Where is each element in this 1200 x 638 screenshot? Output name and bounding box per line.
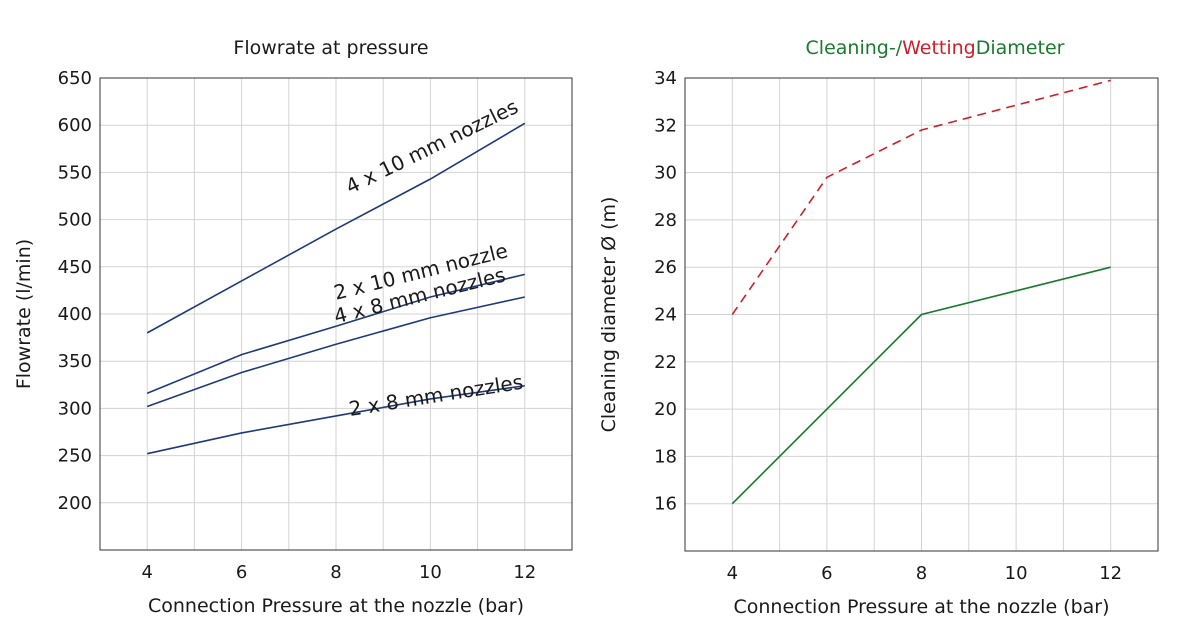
chart1-y-tick-label: 400 [58,304,92,325]
chart2-x-tick-label: 10 [1005,563,1028,584]
chart2-x-axis-label: Connection Pressure at the nozzle (bar) [733,596,1109,618]
chart2-y-tick-label: 30 [654,163,677,184]
chart1-x-axis-label: Connection Pressure at the nozzle (bar) [148,595,524,617]
chart1-y-tick-label: 600 [58,115,92,136]
chart2-title-part: Wetting [902,37,976,59]
chart2-series-line [731,266,1111,505]
chart2-plot-frame [684,77,1159,552]
chart2-y-tick-label: 32 [654,115,677,136]
chart1-y-tick-label: 500 [58,210,92,231]
chart1-x-tick-label: 10 [419,562,442,583]
chart2-x-tick-label: 4 [727,563,738,584]
chart2-y-tick-label: 22 [654,352,677,373]
chart1-x-tick-label: 6 [236,562,247,583]
chart1-plot-frame [99,77,573,551]
chart1-y-tick-label: 650 [58,68,92,89]
chart2-y-tick-label: 20 [654,399,677,420]
chart2-title: Cleaning-/WettingDiameter [806,37,1065,59]
chart1-y-tick-label: 350 [58,351,92,372]
chart1-series-line [146,122,526,334]
chart1-y-tick-label: 250 [58,446,92,467]
chart1-x-tick-label: 4 [141,562,152,583]
chart1-y-tick-label: 550 [58,162,92,183]
chart1-x-tick-label: 8 [330,562,341,583]
chart2-title-part: Cleaning-/ [806,37,903,59]
chart1-x-tick-label: 12 [513,562,536,583]
chart2-y-tick-label: 18 [654,446,677,467]
chart1-y-tick-label: 300 [58,398,92,419]
chart2-y-tick-label: 34 [654,68,677,89]
chart2-x-tick-label: 6 [821,563,832,584]
chart1-title: Flowrate at pressure [233,37,428,59]
chart1-series-line [146,296,525,408]
chart2-series-line [731,79,1111,315]
chart1-y-tick-label: 200 [58,493,92,514]
chart2-x-tick-label: 12 [1099,563,1122,584]
chart1-y-axis-label: Flowrate (l/min) [13,239,35,389]
chart1-series-line [146,273,525,395]
chart2-y-tick-label: 28 [654,210,677,231]
chart1-series-line [147,384,525,455]
chart2-y-axis-label: Cleaning diameter Ø (m) [598,197,620,433]
chart2-y-tick-label: 26 [654,257,677,278]
chart2-y-tick-label: 24 [654,305,677,326]
chart2-title-part: Diameter [976,37,1065,59]
chart1-y-tick-label: 450 [58,257,92,278]
chart2-y-tick-label: 16 [654,494,677,515]
chart1-series-label: 2 x 8 mm nozzles [347,370,524,421]
chart2-x-tick-label: 8 [916,563,927,584]
chart1-series-label: 4 x 10 mm nozzles [342,94,522,198]
